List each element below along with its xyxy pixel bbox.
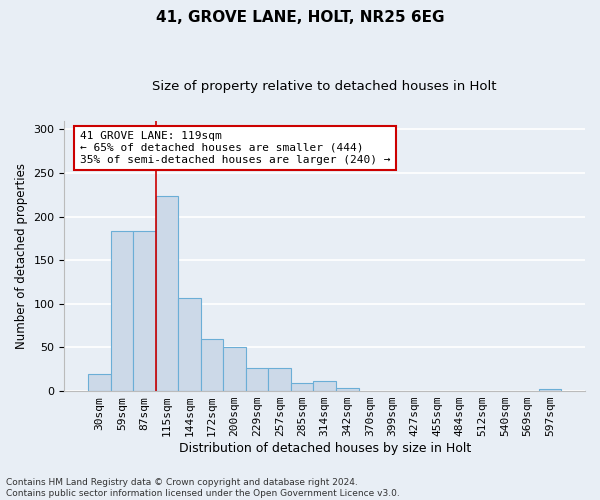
Text: 41, GROVE LANE, HOLT, NR25 6EG: 41, GROVE LANE, HOLT, NR25 6EG bbox=[156, 10, 444, 25]
Bar bbox=[313, 382, 336, 391]
X-axis label: Distribution of detached houses by size in Holt: Distribution of detached houses by size … bbox=[179, 442, 471, 455]
Bar bbox=[291, 383, 313, 391]
Text: 41 GROVE LANE: 119sqm
← 65% of detached houses are smaller (444)
35% of semi-det: 41 GROVE LANE: 119sqm ← 65% of detached … bbox=[80, 132, 391, 164]
Bar bbox=[246, 368, 268, 391]
Bar bbox=[223, 346, 246, 391]
Bar bbox=[201, 338, 223, 391]
Y-axis label: Number of detached properties: Number of detached properties bbox=[15, 163, 28, 349]
Bar bbox=[155, 196, 178, 391]
Bar bbox=[88, 374, 110, 391]
Title: Size of property relative to detached houses in Holt: Size of property relative to detached ho… bbox=[152, 80, 497, 93]
Text: Contains HM Land Registry data © Crown copyright and database right 2024.
Contai: Contains HM Land Registry data © Crown c… bbox=[6, 478, 400, 498]
Bar bbox=[133, 232, 155, 391]
Bar bbox=[336, 388, 359, 391]
Bar bbox=[268, 368, 291, 391]
Bar bbox=[178, 298, 201, 391]
Bar bbox=[110, 232, 133, 391]
Bar bbox=[539, 390, 562, 391]
